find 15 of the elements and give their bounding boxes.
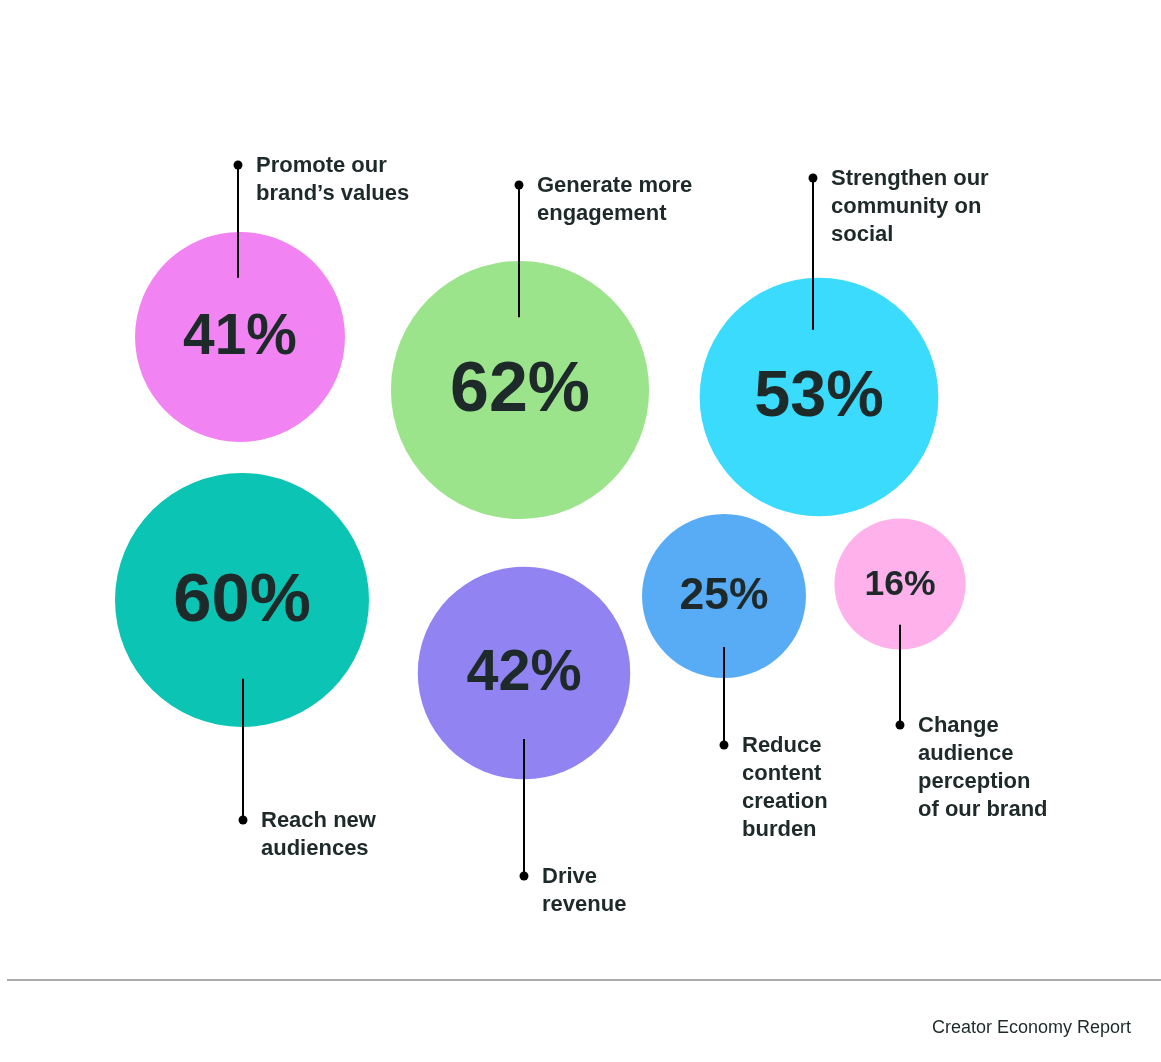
category-label: Promote our brand’s values — [256, 152, 410, 205]
category-label: Reduce content creation burden — [742, 732, 828, 841]
data-label: 41% — [183, 303, 297, 366]
text: Creator Economy Report — [931, 1017, 1131, 1037]
category-label: Strengthen our community on social — [831, 165, 990, 246]
category-label: Drive revenue — [542, 863, 627, 916]
category-label: Change audience perception of our brand — [918, 712, 1048, 821]
data-label: 60% — [173, 559, 311, 636]
data-label: 16% — [864, 563, 936, 603]
category-label: Reach new audiences — [261, 807, 377, 860]
data-label: 42% — [466, 638, 582, 702]
category-label: Generate more engagement — [537, 172, 693, 225]
data-label: 62% — [450, 348, 590, 426]
data-label: 25% — [679, 569, 769, 618]
data-label: 53% — [754, 357, 884, 430]
